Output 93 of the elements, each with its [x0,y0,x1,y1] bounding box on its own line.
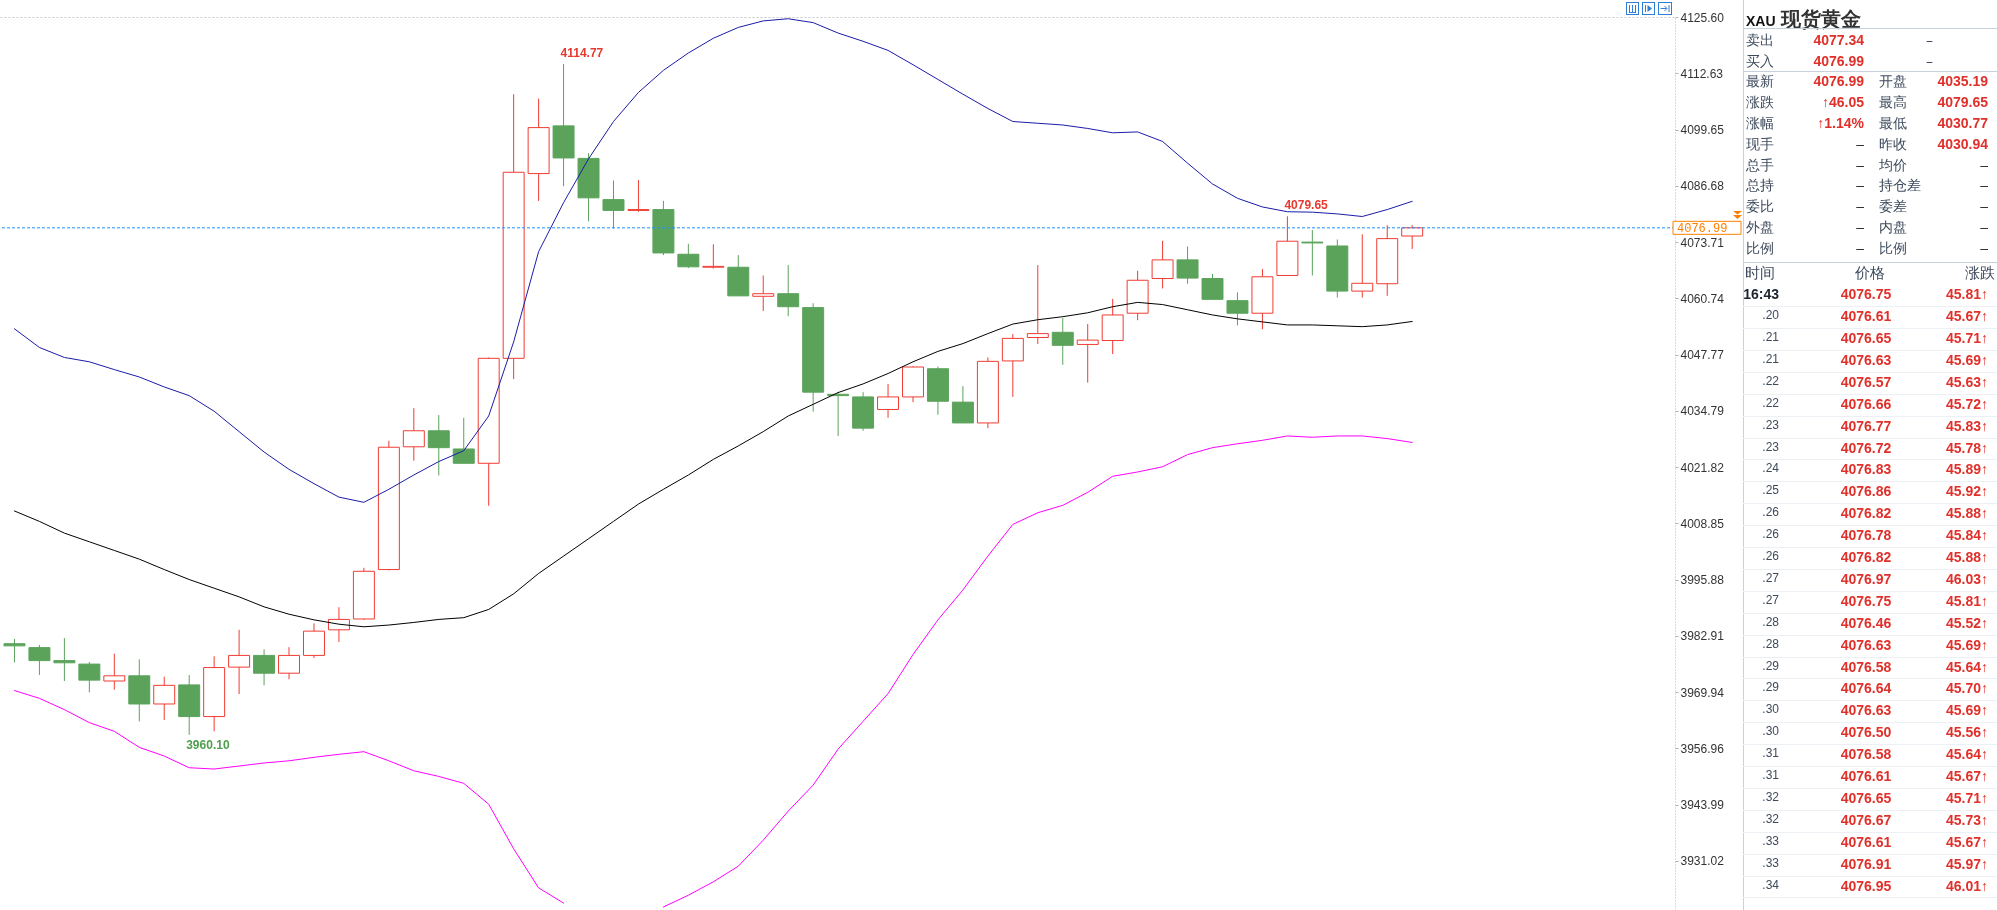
text: .23 4076.72 45.78↑ [1762,439,1988,456]
candlestick [1201,273,1224,300]
text: 委比 – 委差 – [1746,198,1988,215]
text: 总持 – 持仓差 – [1746,177,1988,194]
annotation: 3960.10 [186,737,230,752]
ref-line-label: 4076.99 [1677,221,1728,236]
text: 现手 – 昨收 4030.94 [1746,135,1988,152]
candlestick [253,648,276,686]
candlestick [702,243,725,270]
candlestick [78,661,101,693]
candlestick [1151,240,1174,289]
text: .32 4076.65 45.71↑ [1762,789,1988,806]
y-tick-label: 3995.88 [1680,573,1725,588]
y-tick-label: 4060.74 [1680,291,1725,306]
candlestick [452,417,475,464]
text: .33 4076.61 45.67↑ [1762,833,1988,850]
text: .27 4076.75 45.81↑ [1762,592,1988,609]
candlestick [1226,291,1249,326]
text: .29 4076.64 45.70↑ [1762,680,1988,697]
text: .26 4076.82 45.88↑ [1762,549,1988,565]
text: .28 4076.63 45.69↑ [1762,636,1988,653]
candlestick [278,646,301,680]
candlestick [602,180,625,230]
text: .34 4076.95 46.01↑ [1762,877,1988,894]
text: .28 4076.46 45.52↑ [1762,614,1988,631]
text: .33 4076.91 45.97↑ [1762,855,1988,872]
text: 16:43 4076.75 45.81↑ [1743,286,1988,303]
candlestick [427,414,450,476]
text: .25 4076.86 45.92↑ [1762,483,1988,500]
text: .22 4076.57 45.63↑ [1762,373,1988,390]
text: .23 4076.77 45.83↑ [1762,417,1988,434]
text: .26 4076.78 45.84↑ [1762,527,1988,544]
candlestick [677,243,700,269]
text: 买入 4076.99 – [1746,52,1933,69]
text: .31 4076.61 45.67↑ [1762,768,1988,784]
candlestick [1301,229,1324,276]
candlestick [1001,333,1024,398]
text: 外盘 – 内盘 – [1746,218,1988,235]
text: 涨幅 ↑1.14% 最低 4030.77 [1746,114,1988,131]
candlestick [153,676,176,721]
y-tick-label: 4086.68 [1680,179,1725,194]
text: 最新 4076.99 开盘 4035.19 [1746,73,1988,90]
y-tick-label: 3931.02 [1680,854,1725,869]
text: .27 4076.97 46.03↑ [1762,570,1988,587]
annotation: 4114.77 [560,45,604,60]
candlestick [1076,323,1099,384]
y-tick-label: 4008.85 [1680,516,1725,531]
candlestick [3,638,26,663]
candlestick [1401,224,1424,250]
candlestick [627,179,650,213]
y-tick-label: 4112.63 [1680,66,1724,81]
y-tick-label: 4125.60 [1680,10,1725,25]
candlestick [28,644,51,676]
y-tick-label: 3982.91 [1680,629,1725,644]
candlestick [228,629,251,695]
y-tick-label: 3943.99 [1680,798,1725,813]
candlestick [752,274,775,312]
text: 时间 价格 涨跌 [1745,264,1995,283]
text: .21 4076.65 45.71↑ [1762,330,1988,346]
candlestick [1176,245,1199,285]
candlestick [1051,317,1074,366]
candlestick [777,264,800,317]
y-tick-label: 3956.96 [1680,741,1725,756]
text: .21 4076.63 45.69↑ [1762,351,1988,368]
candlestick [53,637,76,682]
candlestick [951,385,974,424]
text: .26 4076.82 45.88↑ [1762,505,1988,522]
candlestick [1026,264,1049,345]
text: 总手 – 均价 – [1746,156,1988,173]
candlestick [402,407,425,462]
text: .20 4076.61 45.67↑ [1762,308,1988,325]
candlestick [1351,233,1374,299]
y-tick-label: 3969.94 [1680,685,1725,700]
text: .22 4076.66 45.72↑ [1762,395,1988,412]
y-tick-label: 4034.79 [1680,404,1725,419]
annotation: 4079.65 [1284,198,1329,213]
text: .31 4076.58 45.64↑ [1762,746,1988,763]
y-tick-label: 4099.65 [1680,123,1725,138]
text: .32 4076.67 45.73↑ [1762,811,1988,828]
text: 卖出 4077.34 – [1746,31,1933,48]
text: .30 4076.63 45.69↑ [1762,702,1988,719]
y-tick-label: 4021.82 [1680,460,1725,475]
text: XAU 现货黄金 [1746,7,1861,31]
candlestick [877,383,900,419]
y-tick-label: 4047.77 [1680,348,1725,363]
text: 涨跌 ↑46.05 最高 4079.65 [1746,94,1988,111]
y-tick-label: 4073.71 [1680,235,1725,250]
text: .30 4076.50 45.56↑ [1762,724,1988,741]
text: 比例 – 比例 – [1746,239,1988,256]
candlestick [103,653,126,691]
text: .29 4076.58 45.64↑ [1762,658,1988,675]
text: .24 4076.83 45.89↑ [1762,461,1988,478]
line-series [13,18,1413,503]
